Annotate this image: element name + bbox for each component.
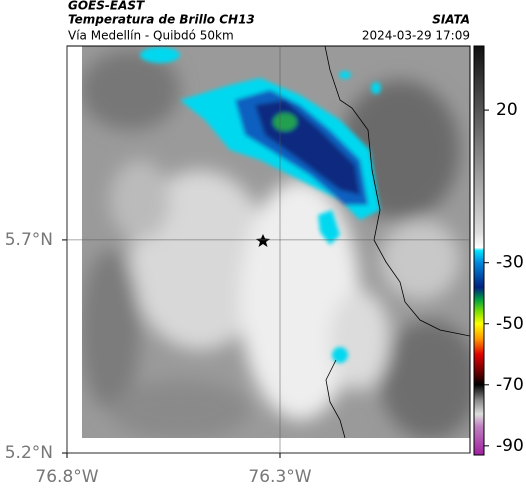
subtitle: Temperatura de Brillo CH13 [68, 13, 255, 27]
source: SIATA [432, 13, 470, 27]
colorbar-tick-label: -30 [496, 253, 524, 273]
colorbar-tick-label: -90 [496, 436, 524, 456]
lon-tick-label: 76.8°W [35, 467, 98, 487]
lon-tick-label: 76.3°W [248, 467, 311, 487]
colorbar-tick-label: -50 [496, 314, 524, 334]
route: Vía Medellín - Quibdó 50km [68, 29, 234, 43]
colorbar [473, 45, 485, 456]
title: GOES-EAST [68, 0, 145, 13]
lat-tick-label: 5.2°N [5, 443, 53, 463]
timestamp: 2024-03-29 17:09 [362, 29, 470, 43]
colorbar-tick-label: -70 [496, 375, 524, 395]
colorbar-tick-label: 20 [496, 100, 518, 120]
lat-tick-label: 5.7°N [5, 230, 53, 250]
satellite-image [82, 46, 470, 438]
